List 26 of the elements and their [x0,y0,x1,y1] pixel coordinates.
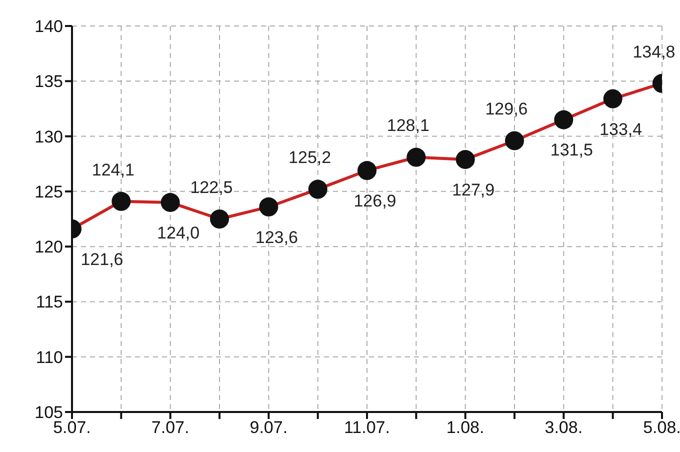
x-tick-label: 1.08. [446,418,484,438]
y-tick-label: 110 [36,348,63,367]
x-tick-label: 3.08. [544,418,583,438]
data-label: 134,8 [632,42,676,62]
y-tick-label: 125 [34,182,63,202]
y-tick-label: 120 [34,238,63,257]
y-tick-label: 140 [34,17,63,36]
x-tick-label: 11.07. [344,418,390,438]
data-label: 125,2 [288,148,332,168]
y-tick-label: 130 [34,127,63,146]
data-label: 128,1 [386,116,430,136]
data-label: 129,6 [485,100,528,119]
x-tick-label: 5.08. [643,418,680,438]
x-tick-label: 7.07. [151,418,190,438]
data-label: 124,0 [157,223,200,242]
data-label: 121,6 [80,250,124,269]
data-label: 123,6 [255,228,298,247]
data-label: 127,9 [452,180,495,200]
data-label: 122,5 [190,178,233,197]
data-label: 124,1 [92,160,134,180]
data-label: 131,5 [550,140,593,160]
data-label: 126,9 [354,191,396,210]
data-label: 133,4 [600,120,642,139]
y-tick-label: 135 [34,72,63,92]
x-tick-label: 9.07. [250,418,288,438]
y-tick-label: 115 [36,292,63,312]
